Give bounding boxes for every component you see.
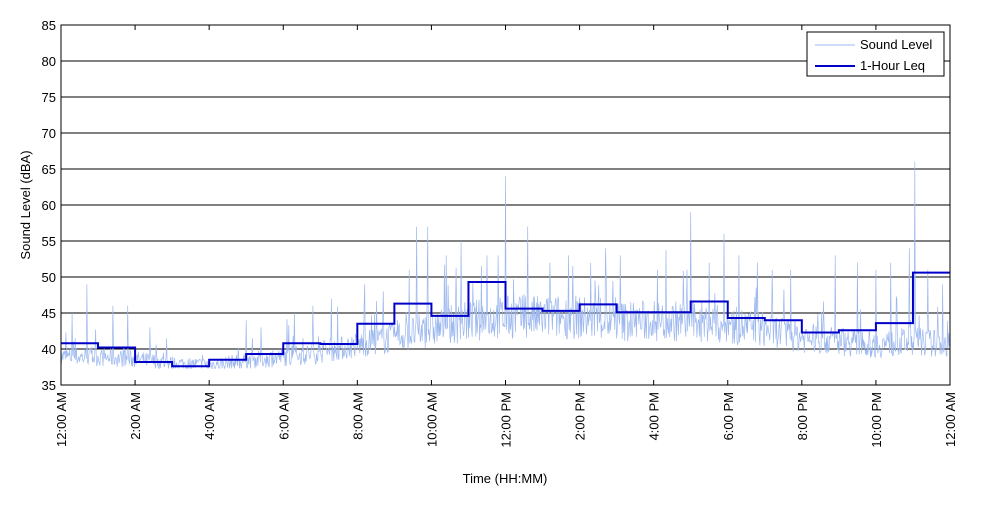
y-tick-label: 65 [42, 162, 56, 177]
y-tick-label: 60 [42, 198, 56, 213]
legend-label-sound-level: Sound Level [860, 37, 932, 52]
x-tick-label: 12:00 AM [54, 392, 69, 447]
x-tick-label: 4:00 AM [202, 392, 217, 440]
y-tick-label: 70 [42, 126, 56, 141]
x-tick-label: 2:00 PM [573, 392, 588, 440]
y-axis-label: Sound Level (dBA) [18, 150, 33, 259]
x-tick-label: 4:00 PM [647, 392, 662, 440]
legend-box [806, 31, 945, 77]
y-tick-label: 40 [42, 342, 56, 357]
series-1-hour-leq [61, 271, 950, 368]
x-tick-label: 6:00 AM [276, 392, 291, 440]
y-tick-label: 55 [42, 234, 56, 249]
legend-label-1-hour-leq: 1-Hour Leq [860, 58, 925, 73]
series-layer [60, 161, 951, 370]
y-tick-label: 35 [42, 378, 56, 393]
x-tick-label: 2:00 AM [128, 392, 143, 440]
legend: Sound Level 1-Hour Leq [806, 31, 945, 77]
y-tick-label: 80 [42, 54, 56, 69]
x-axis-label: Time (HH:MM) [463, 471, 548, 486]
y-tick-label: 85 [42, 18, 56, 33]
x-tick-label: 10:00 PM [869, 392, 884, 448]
x-tick-label: 10:00 AM [424, 392, 439, 447]
x-tick-label: 12:00 AM [943, 392, 958, 447]
x-tick-label: 8:00 PM [795, 392, 810, 440]
series-sound-level [60, 161, 951, 370]
axes: 35 40 45 50 55 60 65 70 75 80 85 12:00 AM 2:00 AM 4:0… [42, 18, 958, 448]
x-tick-label: 8:00 AM [350, 392, 365, 440]
y-tick-label: 50 [42, 270, 56, 285]
x-tick-label: 12:00 PM [499, 392, 514, 448]
x-tick-label: 6:00 PM [721, 392, 736, 440]
y-tick-label: 45 [42, 306, 56, 321]
y-tick-label: 75 [42, 90, 56, 105]
